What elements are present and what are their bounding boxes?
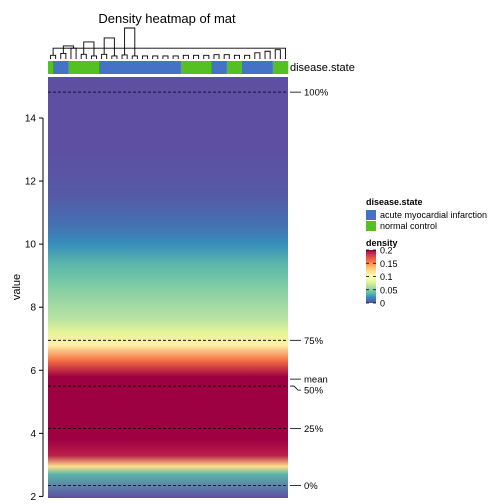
annotation-bar — [48, 61, 289, 74]
colorbar-tick-label: 0.1 — [380, 272, 393, 282]
quantile-label: 25% — [304, 424, 324, 435]
density-heatmap-body — [48, 77, 288, 498]
annotation-cell — [68, 61, 100, 74]
legend-density-title: density — [366, 238, 398, 248]
dendrogram-branch — [182, 54, 189, 59]
annotation-bar-label: disease.state — [290, 62, 355, 74]
quantile-label: 0% — [304, 481, 318, 492]
y-axis-label: value — [11, 274, 23, 300]
dendrogram-branch — [264, 50, 271, 59]
legend-swatch — [366, 210, 376, 220]
dendrogram-branch — [223, 54, 230, 59]
colorbar-tick-label: 0.2 — [380, 246, 393, 256]
dendrogram-branch — [90, 55, 97, 59]
annotation-cell — [272, 61, 289, 74]
dendrogram-branch — [213, 54, 220, 59]
annotation-cell — [211, 61, 228, 74]
dendrogram-branch — [124, 27, 136, 56]
dendrogram-branch — [203, 54, 210, 59]
dendrogram-branch — [193, 54, 200, 59]
dendrogram-branch — [254, 52, 261, 59]
y-tick-label: 4 — [30, 429, 36, 440]
y-tick-label: 10 — [25, 240, 37, 251]
dendrogram-branch — [172, 55, 179, 59]
dendrogram-branch — [52, 47, 286, 59]
annotation-cell — [99, 61, 182, 74]
dendrogram-branch — [233, 54, 240, 59]
dendrogram-branch — [70, 47, 77, 59]
legend-item-label: acute myocardial infarction — [380, 210, 487, 220]
dendrogram-branch — [103, 37, 115, 56]
dendrogram-branch — [83, 41, 95, 56]
quantile-connector — [290, 385, 301, 391]
legend-swatch — [366, 221, 376, 231]
annotation-cell — [53, 61, 69, 74]
annotation-cell — [48, 61, 54, 74]
column-dendrogram — [50, 27, 286, 59]
dendrogram-branch — [152, 55, 159, 59]
dendrogram-branch — [60, 52, 67, 59]
annotation-cell — [226, 61, 243, 74]
dendrogram-branch — [142, 55, 149, 59]
quantile-label: 100% — [304, 88, 329, 99]
dendrogram-branch — [111, 55, 118, 59]
dendrogram-branch — [162, 55, 169, 59]
colorbar-tick-label: 0 — [380, 299, 385, 309]
dendrogram-branch — [244, 54, 251, 59]
colorbar-tick-label: 0.15 — [380, 259, 398, 269]
dendrogram-branch — [121, 54, 128, 59]
dendrogram-branch — [80, 53, 87, 59]
legend-annotation-title: disease.state — [366, 197, 423, 207]
dendrogram-branch — [50, 54, 57, 59]
quantile-label: 75% — [304, 336, 324, 347]
quantile-label: mean — [304, 375, 328, 386]
y-tick-label: 14 — [25, 113, 37, 124]
annotation-cell — [180, 61, 212, 74]
y-tick-label: 8 — [30, 303, 36, 314]
y-tick-label: 12 — [25, 177, 37, 188]
chart-title: Density heatmap of mat — [98, 11, 236, 26]
y-axis: 2 4 6 8 10 12 14 — [25, 113, 44, 503]
dendrogram-branch — [101, 53, 108, 59]
density-colorbar — [366, 250, 376, 303]
annotation-cell — [242, 61, 273, 74]
legend: disease.state acute myocardial infarctio… — [366, 197, 487, 309]
legend-item-label: normal control — [380, 221, 437, 231]
dendrogram-branch — [274, 49, 281, 59]
quantile-label: 50% — [304, 386, 324, 397]
colorbar-tick-label: 0.05 — [380, 285, 398, 295]
dendrogram-branch — [131, 55, 138, 59]
y-tick-label: 2 — [30, 492, 36, 503]
y-tick-label: 6 — [30, 366, 36, 377]
dendrogram-branch — [62, 45, 74, 54]
